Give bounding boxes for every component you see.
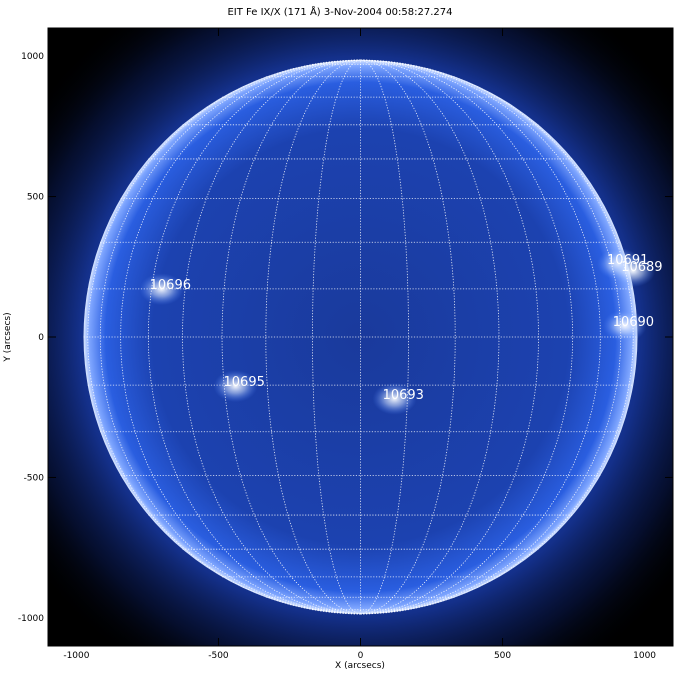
y-axis-ticks: 1000 500 0 -500 -1000: [18, 52, 673, 624]
y-axis-label: Y (arcsecs): [3, 312, 13, 362]
longitude-line: [360, 59, 539, 615]
x-axis-ticks: -1000 -500 0 500 1000: [63, 28, 656, 661]
x-tick-label: 1000: [633, 651, 656, 661]
active-region-glow: [213, 370, 258, 403]
y-tick-label: 1000: [21, 52, 44, 62]
longitude-line: [120, 59, 361, 615]
x-tick-label: -500: [208, 651, 229, 661]
x-tick-label: 0: [358, 651, 364, 661]
active-region-glow: [611, 254, 656, 287]
active-region-glow: [602, 309, 647, 342]
bright-regions: [139, 247, 656, 415]
longitude-line: [311, 59, 361, 615]
active-region-label: 10691: [607, 253, 648, 268]
y-tick-label: -500: [24, 473, 45, 483]
x-tick-label: 500: [494, 651, 511, 661]
active-region-label: 10693: [383, 388, 424, 403]
plot-title: EIT Fe IX/X (171 Å) 3-Nov-2004 00:58:27.…: [227, 5, 452, 18]
active-region-label: 10690: [613, 315, 654, 330]
longitude-line: [360, 59, 601, 615]
longitude-line: [87, 59, 361, 615]
heliographic-grid: [83, 59, 638, 615]
longitude-line: [360, 59, 410, 615]
x-tick-label: -1000: [63, 651, 89, 661]
active-region-label: 10689: [621, 260, 662, 275]
active-region-label: 10695: [224, 375, 265, 390]
longitude-line: [360, 59, 634, 615]
active-region-label: 10696: [150, 278, 191, 293]
x-axis-label: X (arcsecs): [335, 661, 385, 671]
y-tick-label: 0: [38, 333, 44, 343]
y-tick-label: -1000: [18, 614, 44, 624]
y-tick-label: 500: [27, 193, 44, 203]
longitude-line: [182, 59, 361, 615]
active-region-glow: [372, 382, 417, 415]
